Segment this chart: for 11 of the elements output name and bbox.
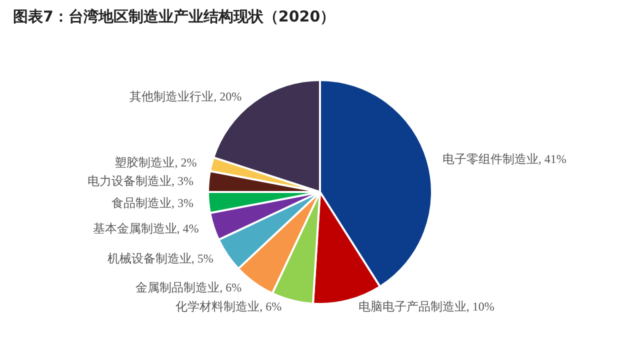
chart-title: 图表7：台湾地区制造业产业结构现状（2020） bbox=[13, 8, 336, 26]
slice-label: 金属制品制造业, 6% bbox=[136, 280, 242, 294]
slice-label: 电力设备制造业, 3% bbox=[88, 174, 194, 188]
slice-label: 机械设备制造业, 5% bbox=[107, 251, 214, 266]
slice-label: 食品制造业, 3% bbox=[112, 196, 194, 210]
slice-label: 电子零组件制造业, 41% bbox=[442, 152, 566, 166]
slice-label: 塑胶制造业, 2% bbox=[114, 156, 197, 170]
slice-label: 其他制造业行业, 20% bbox=[130, 90, 242, 104]
slice-label: 基本金属制造业, 4% bbox=[92, 221, 199, 236]
slice-label: 电脑电子产品制造业, 10% bbox=[358, 299, 494, 314]
slice-label: 化学材料制造业, 6% bbox=[176, 299, 282, 314]
